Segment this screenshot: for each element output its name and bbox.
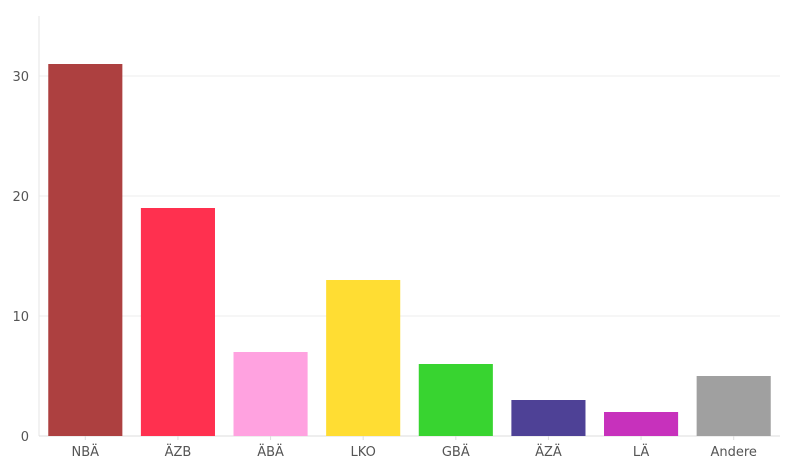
y-tick-label: 20 [12, 190, 29, 205]
x-tick-label: LKO [351, 445, 376, 460]
bar-LÄ [604, 412, 679, 436]
bar-Andere [696, 376, 771, 436]
y-tick-label: 0 [21, 430, 29, 445]
x-tick-label: GBÄ [442, 444, 470, 460]
y-tick-label: 10 [12, 310, 29, 325]
bar-LKO [326, 280, 401, 436]
x-tick-labels: NBÄ ÄZB ÄBÄ LKO GBÄ ÄZÄ LÄ Andere [72, 444, 757, 460]
x-tick-label: LÄ [633, 444, 650, 460]
bars [48, 64, 771, 436]
y-tick-label: 30 [12, 70, 29, 85]
x-tick-label: ÄZÄ [535, 444, 562, 460]
bar-ÄZB [140, 208, 215, 436]
bar-GBÄ [418, 364, 493, 436]
x-tick-label: NBÄ [72, 444, 100, 460]
x-tick-label: ÄZB [165, 444, 192, 460]
x-tick-label: ÄBÄ [257, 444, 284, 460]
bar-ÄBÄ [233, 352, 308, 436]
x-tick-label: Andere [710, 445, 756, 460]
y-tick-labels: 0 10 20 30 [12, 70, 29, 445]
bar-ÄZÄ [511, 400, 586, 436]
bar-NBÄ [48, 64, 123, 436]
